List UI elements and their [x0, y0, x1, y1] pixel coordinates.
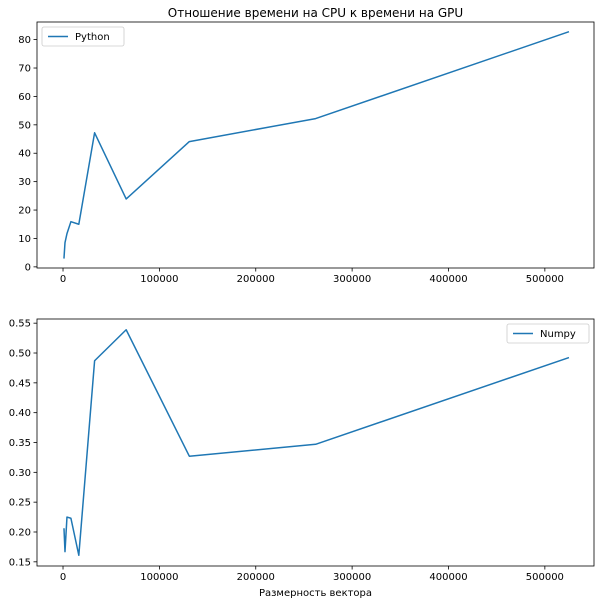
chart-bottom-ytick-label: 0.35	[9, 438, 31, 449]
chart-top-ytick-label: 60	[18, 92, 31, 103]
chart-bottom-ytick-label: 0.15	[9, 557, 31, 568]
chart-bottom-plot: 0 100000 200000 300000 400000 500000 0.15 0.20 0…	[9, 318, 595, 583]
chart-bottom-series-0-line	[63, 328, 570, 557]
chart-bottom: 0 100000 200000 300000 400000 500000 0.15 0.20 0…	[9, 318, 595, 599]
chart-top-title: Отношение времени на CPU к времени на GP…	[168, 6, 463, 20]
chart-bottom-ytick-label: 0.55	[9, 319, 31, 330]
chart-top-ytick-label: 70	[18, 64, 31, 75]
chart-bottom-legend: Numpy	[506, 323, 590, 344]
chart-top-xtick-label: 200000	[237, 274, 275, 285]
chart-top-ytick-label: 0	[25, 262, 31, 273]
chart-top-xtick-label: 400000	[429, 274, 467, 285]
chart-bottom-ytick-label: 0.50	[9, 349, 31, 360]
chart-top-ytick-label: 50	[18, 120, 31, 131]
chart-top-ytick-label: 80	[18, 35, 31, 46]
chart-bottom-legend-box	[506, 323, 590, 344]
chart-top-legend-label: Python	[75, 32, 110, 43]
chart-top-ytick-label: 20	[18, 206, 31, 217]
chart-bottom-xtick-label: 100000	[140, 572, 178, 583]
chart-top-ytick-label: 30	[18, 177, 31, 188]
chart-bottom-ytick-label: 0.20	[9, 527, 31, 538]
chart-top-plot: 0 100000 200000 300000 400000 500000 0 10 20 30 40…	[18, 21, 595, 285]
chart-bottom-xtick-label: 200000	[237, 572, 275, 583]
chart-bottom-ytick-label: 0.40	[9, 408, 31, 419]
chart-bottom-xtick-label: 300000	[333, 572, 371, 583]
chart-top-ytick-label: 40	[18, 149, 31, 160]
chart-top-xtick-label: 500000	[526, 274, 564, 285]
chart-bottom-legend-label: Numpy	[540, 329, 576, 340]
chart-top-legend-box	[41, 26, 125, 47]
chart-top: Отношение времени на CPU к времени на GP…	[18, 6, 595, 285]
chart-top-xtick-label: 300000	[333, 274, 371, 285]
chart-top-xtick-label: 0	[60, 274, 66, 285]
chart-bottom-xtick-label: 400000	[429, 572, 467, 583]
chart-top-xtick-label: 100000	[140, 274, 178, 285]
chart-top-legend: Python	[41, 26, 125, 47]
chart-top-ytick-label: 10	[18, 234, 31, 245]
chart-top-axes-frame	[36, 21, 595, 269]
chart-bottom-xtick-label: 500000	[526, 572, 564, 583]
chart-bottom-ytick-label: 0.45	[9, 378, 31, 389]
chart-bottom-ytick-label: 0.30	[9, 468, 31, 479]
chart-bottom-xlabel: Размерность вектора	[259, 588, 372, 599]
chart-top-series-0-line	[63, 30, 570, 259]
chart-bottom-xtick-label: 0	[60, 572, 66, 583]
chart-bottom-ytick-label: 0.25	[9, 498, 31, 509]
